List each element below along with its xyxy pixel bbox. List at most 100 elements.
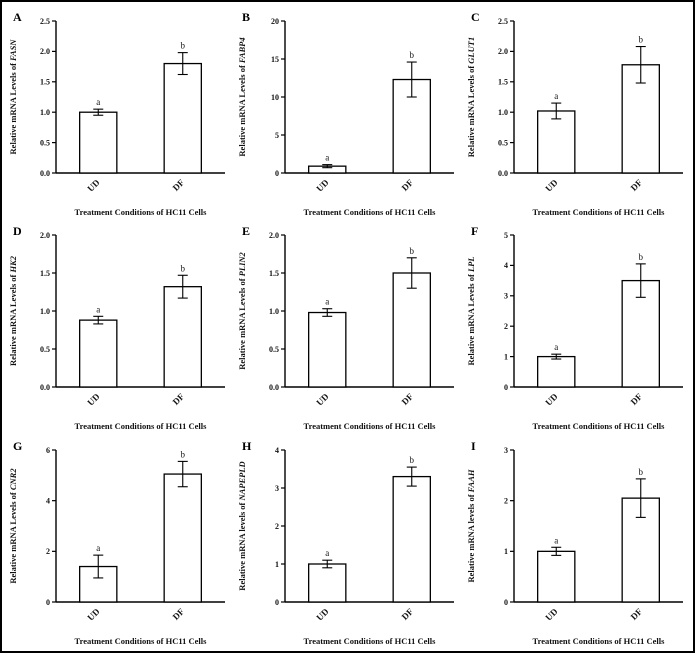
panel-A: A 0.0 0.5 1.0 1.5 2.0 2.5 a UD b DF Relative mRNA L… (4, 6, 233, 220)
sig-label-b: b (181, 41, 186, 51)
x-axis-title: Treatment Conditions of HC11 Cells (304, 636, 437, 646)
x-tick-label-DF: DF (171, 391, 187, 407)
sig-label-a: a (554, 342, 558, 352)
sig-label-a: a (554, 535, 558, 545)
x-axis-title: Treatment Conditions of HC11 Cells (75, 636, 208, 646)
x-axis-title: Treatment Conditions of HC11 Cells (75, 421, 208, 431)
y-tick-label: 4 (504, 262, 508, 271)
sig-label-b: b (410, 455, 415, 465)
panel-D: D 0.0 0.5 1.0 1.5 2.0 a UD b DF Relative mRNA Leve… (4, 220, 233, 434)
bar-DF (621, 280, 660, 388)
y-tick-label: 0 (275, 169, 279, 178)
bar-DF (392, 272, 431, 388)
y-axis-title: Relative mRNA Levels of GLUT1 (466, 37, 476, 157)
bar-chart-F: 0 1 2 3 4 5 a UD b DF Relative mRNA Levels of LPL T… (466, 231, 683, 431)
y-tick-label: 1.5 (40, 78, 50, 87)
y-tick-label: 1.5 (40, 269, 50, 278)
bar-UD (79, 319, 118, 388)
panel-letter-G: G (13, 438, 23, 453)
sig-label-a: a (325, 153, 329, 163)
y-tick-label: 4 (275, 445, 279, 454)
y-tick-label: 3 (504, 445, 508, 454)
y-axis-title: Relative mRNA Levels of CNR2 (8, 467, 18, 583)
y-axis-title: Relative mRNA Levels of FASN (8, 39, 18, 155)
sig-label-b: b (410, 50, 415, 60)
bar-chart-B: 0 5 10 15 20 a UD b DF Relative mRNA Levels of FA… (237, 17, 454, 217)
y-tick-label: 1.0 (269, 307, 279, 316)
y-axis-title: Relative mRNA Levels of PLIN2 (237, 252, 247, 370)
y-tick-label: 2.5 (498, 17, 508, 26)
y-tick-label: 4 (46, 496, 50, 505)
x-tick-label-UD: UD (543, 606, 560, 623)
x-tick-label-DF: DF (400, 391, 416, 407)
sig-label-b: b (410, 246, 415, 256)
bar-DF (163, 286, 202, 388)
sig-label-b: b (639, 467, 644, 477)
y-tick-label: 15 (271, 55, 279, 64)
y-tick-label: 1 (504, 353, 508, 362)
x-tick-label-UD: UD (543, 391, 560, 408)
bar-chart-G: 0 2 4 6 a UD b DF Relative mRNA Levels of CNR2 Tr… (8, 445, 225, 646)
x-axis-title: Treatment Conditions of HC11 Cells (304, 207, 437, 217)
x-axis-title: Treatment Conditions of HC11 Cells (304, 421, 437, 431)
bar-DF (392, 475, 431, 603)
y-axis-title: Relative mRNA Levels of HK2 (8, 256, 18, 367)
x-tick-label-UD: UD (85, 177, 102, 194)
y-tick-label: 2.0 (40, 47, 50, 56)
y-tick-label: 0.5 (40, 345, 50, 354)
sig-label-a: a (96, 305, 100, 315)
panel-letter-F: F (471, 224, 479, 239)
panel-F: F 0 1 2 3 4 5 a UD b DF Relative mRNA Levels of LPL… (462, 220, 691, 434)
y-tick-label: 0.5 (269, 345, 279, 354)
panel-letter-H: H (242, 438, 252, 453)
y-axis-title: Relative mRNA Levels of LPL (466, 257, 476, 366)
bar-chart-H: 0 1 2 3 4 a UD b DF Relative mRNA levels of NAPEP… (237, 445, 454, 646)
x-tick-label-DF: DF (629, 606, 645, 622)
x-tick-label-UD: UD (543, 177, 560, 194)
y-axis-title: Relative mRNA levels of NAPEPLD (237, 461, 247, 590)
y-tick-label: 2.0 (40, 231, 50, 240)
panel-letter-E: E (242, 224, 251, 239)
x-axis-title: Treatment Conditions of HC11 Cells (533, 421, 666, 431)
sig-label-a: a (325, 548, 329, 558)
y-tick-label: 1.5 (498, 78, 508, 87)
sig-label-b: b (181, 449, 186, 459)
y-tick-label: 1.5 (269, 269, 279, 278)
panel-E: E 0.0 0.5 1.0 1.5 2.0 a UD b DF Relative mRNA Leve… (233, 220, 462, 434)
y-tick-label: 2.0 (498, 47, 508, 56)
y-axis-title: Relative mRNA levels of FAAH (466, 469, 476, 582)
sig-label-a: a (554, 91, 558, 101)
panel-H: H 0 1 2 3 4 a UD b DF Relative mRNA levels of NAPE… (233, 435, 462, 649)
y-tick-label: 20 (271, 17, 279, 26)
bar-chart-D: 0.0 0.5 1.0 1.5 2.0 a UD b DF Relative mRNA Level… (8, 231, 225, 431)
panel-C: C 0.0 0.5 1.0 1.5 2.0 2.5 a UD b DF Relative mRNA L… (462, 6, 691, 220)
x-tick-label-UD: UD (314, 606, 331, 623)
y-tick-label: 0.0 (40, 383, 50, 392)
x-tick-label-DF: DF (171, 177, 187, 193)
y-tick-label: 1.0 (40, 307, 50, 316)
bar-chart-E: 0.0 0.5 1.0 1.5 2.0 a UD b DF Relative mRNA Level… (237, 231, 454, 431)
sig-label-b: b (639, 252, 644, 262)
bar-UD (537, 356, 576, 388)
y-tick-label: 0.0 (40, 169, 50, 178)
sig-label-b: b (181, 264, 186, 274)
bar-DF (163, 473, 202, 603)
bar-UD (537, 110, 576, 174)
panel-letter-A: A (13, 10, 22, 24)
x-axis-title: Treatment Conditions of HC11 Cells (533, 636, 666, 646)
x-tick-label-UD: UD (314, 391, 331, 408)
y-tick-label: 1.0 (40, 108, 50, 117)
sig-label-b: b (639, 35, 644, 45)
y-tick-label: 2 (504, 496, 508, 505)
x-tick-label-DF: DF (629, 391, 645, 407)
y-tick-label: 5 (275, 131, 279, 140)
y-tick-label: 0 (504, 383, 508, 392)
y-tick-label: 0.0 (269, 383, 279, 392)
panel-letter-C: C (471, 10, 480, 24)
sig-label-a: a (96, 97, 100, 107)
y-tick-label: 2 (504, 322, 508, 331)
y-tick-label: 1 (504, 547, 508, 556)
bar-chart-C: 0.0 0.5 1.0 1.5 2.0 2.5 a UD b DF Relative mRNA Le… (466, 17, 683, 217)
